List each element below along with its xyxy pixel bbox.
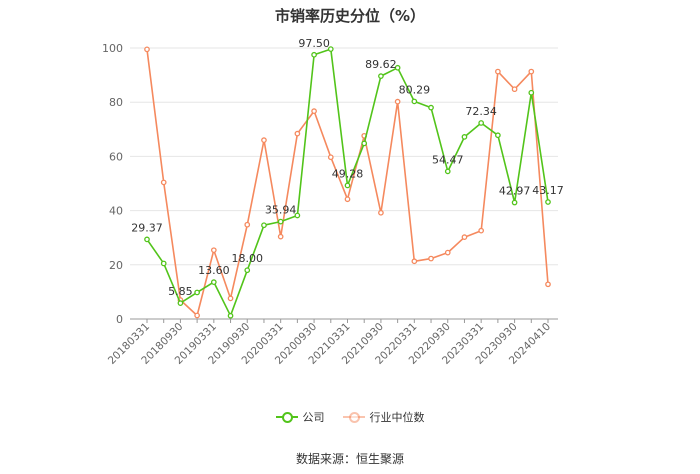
data-point-company bbox=[511, 199, 518, 206]
data-point-company bbox=[160, 260, 167, 267]
y-tick-label: 0 bbox=[116, 313, 123, 326]
y-tick-label: 80 bbox=[109, 96, 123, 109]
x-axis: 2018033120180930201903312019093020200331… bbox=[106, 318, 558, 367]
legend-item-company[interactable]: 公司 bbox=[275, 409, 325, 425]
data-source: 数据来源：恒生聚源 bbox=[295, 452, 404, 466]
data-point-company bbox=[144, 236, 150, 243]
data-point-company bbox=[478, 120, 485, 126]
data-point-industry bbox=[511, 86, 518, 93]
data-point-company bbox=[344, 182, 351, 189]
data-point-company bbox=[277, 218, 284, 225]
data-point-company bbox=[194, 289, 200, 296]
data-point-company bbox=[261, 222, 267, 229]
data-point-company bbox=[311, 51, 317, 58]
data-point-industry bbox=[528, 68, 535, 75]
y-tick-label: 100 bbox=[102, 42, 123, 55]
data-point-company bbox=[227, 312, 234, 319]
data-point-company bbox=[244, 267, 251, 274]
legend-item-industry[interactable]: 行业中位数 bbox=[342, 409, 425, 425]
data-point-industry bbox=[461, 234, 468, 241]
data-point-industry bbox=[210, 247, 217, 254]
data-point-company bbox=[495, 132, 501, 139]
data-label: 29.37 bbox=[131, 221, 163, 234]
data-point-company bbox=[378, 73, 384, 79]
data-label: 18.00 bbox=[232, 252, 264, 265]
data-point-industry bbox=[227, 295, 234, 302]
data-point-company bbox=[361, 140, 368, 147]
series-layer bbox=[144, 46, 551, 319]
data-point-industry bbox=[394, 98, 401, 105]
data-point-industry bbox=[311, 108, 317, 114]
data-point-industry bbox=[478, 227, 485, 234]
data-point-industry bbox=[144, 46, 150, 53]
data-point-company bbox=[294, 212, 301, 219]
data-point-company bbox=[545, 199, 551, 205]
data-point-company bbox=[210, 279, 217, 285]
data-label: 49.28 bbox=[332, 167, 364, 180]
y-tick-label: 40 bbox=[109, 205, 123, 218]
data-label: 54.47 bbox=[432, 153, 464, 166]
data-point-company bbox=[394, 64, 401, 71]
chart-title: 市销率历史分位（%） bbox=[274, 7, 426, 25]
legend-industry-marker-icon bbox=[342, 411, 365, 423]
data-point-company bbox=[177, 300, 184, 306]
data-point-industry bbox=[444, 249, 451, 256]
data-point-industry bbox=[495, 68, 501, 75]
legend-industry-label: 行业中位数 bbox=[369, 411, 425, 424]
grid-lines bbox=[130, 47, 558, 320]
data-point-company bbox=[411, 98, 418, 105]
data-label: 89.62 bbox=[365, 58, 397, 71]
data-point-industry bbox=[261, 137, 267, 143]
data-label: 42.97 bbox=[499, 185, 531, 198]
data-label: 35.94 bbox=[265, 204, 297, 217]
data-point-company bbox=[444, 168, 451, 175]
data-point-industry bbox=[344, 196, 351, 203]
data-point-industry bbox=[378, 209, 384, 216]
data-point-company bbox=[327, 46, 334, 52]
legend-company-marker-icon bbox=[275, 411, 298, 423]
legend: 公司 行业中位数 bbox=[0, 409, 700, 425]
data-point-industry bbox=[160, 179, 167, 186]
data-point-company bbox=[428, 104, 434, 111]
data-label: 72.34 bbox=[465, 105, 497, 118]
data-point-industry bbox=[428, 255, 434, 262]
data-label: 80.29 bbox=[399, 83, 431, 96]
data-point-industry bbox=[294, 130, 301, 137]
data-point-industry bbox=[194, 312, 200, 319]
y-axis: 0 20 40 60 80 100 bbox=[102, 42, 123, 326]
data-label: 97.50 bbox=[298, 37, 330, 50]
data-label: 43.17 bbox=[532, 184, 564, 197]
data-point-company bbox=[461, 134, 468, 140]
data-point-industry bbox=[244, 221, 251, 228]
legend-company-label: 公司 bbox=[302, 411, 325, 424]
y-tick-label: 20 bbox=[109, 259, 123, 272]
data-label: 13.60 bbox=[198, 264, 230, 277]
data-point-industry bbox=[545, 281, 551, 288]
data-point-industry bbox=[277, 233, 284, 240]
data-label: 5.85 bbox=[168, 285, 193, 298]
y-tick-label: 60 bbox=[109, 150, 123, 163]
data-point-company bbox=[528, 89, 535, 96]
data-point-industry bbox=[411, 258, 418, 265]
data-point-industry bbox=[327, 154, 334, 161]
